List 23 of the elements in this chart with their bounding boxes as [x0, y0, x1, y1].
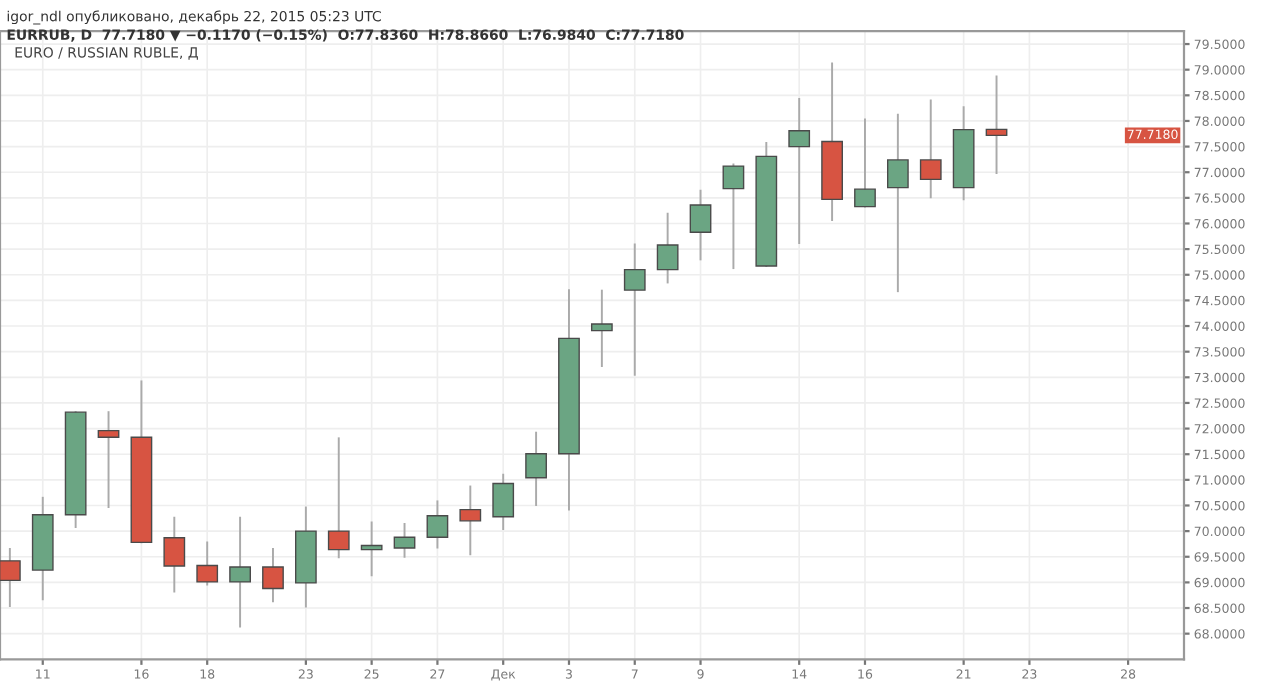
- candlestick: [919, 99, 942, 199]
- candlestick: [854, 118, 876, 208]
- candlestick: [393, 522, 416, 558]
- candlestick: [590, 289, 613, 367]
- candlestick: [656, 212, 679, 284]
- candlestick: [327, 437, 350, 559]
- candlestick: [492, 473, 515, 531]
- candlestick: [0, 548, 21, 607]
- candlestick: [459, 485, 482, 556]
- candlestick: [689, 189, 712, 261]
- candlestick: [886, 113, 909, 293]
- candlestick: [97, 411, 120, 508]
- candlestick: [722, 163, 745, 270]
- candlestick: [525, 431, 547, 506]
- candlestick: [426, 500, 449, 549]
- candlestick: [985, 75, 1008, 175]
- candlestick: [623, 243, 646, 376]
- candlestick: [163, 516, 186, 593]
- candlestick: [196, 541, 219, 586]
- candlestick: [262, 548, 284, 603]
- candlestick: [229, 516, 251, 628]
- candlestick: [360, 521, 383, 577]
- candlestick: [788, 97, 811, 244]
